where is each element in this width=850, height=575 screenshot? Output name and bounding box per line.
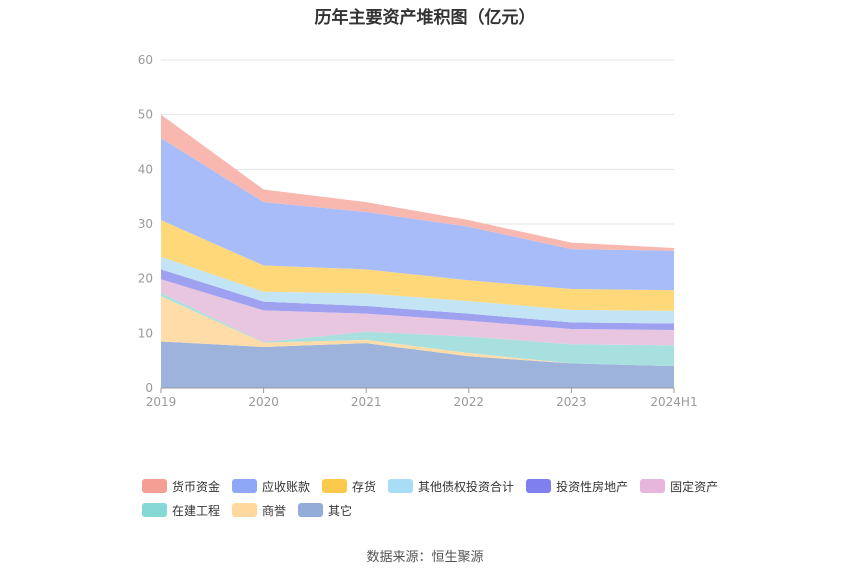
- x-tick-label: 2021: [351, 395, 382, 409]
- area-series-其它: [161, 341, 674, 388]
- y-tick-label: 20: [138, 272, 153, 286]
- legend-item[interactable]: 在建工程: [142, 502, 220, 519]
- legend-item[interactable]: 其它: [298, 502, 352, 519]
- area-series-存货: [161, 220, 674, 311]
- legend-label: 其他债权投资合计: [418, 479, 515, 494]
- chart-title: 历年主要资产堆积图（亿元）: [314, 8, 536, 28]
- legend-swatch: [298, 503, 324, 517]
- legend-item[interactable]: 存货: [322, 478, 376, 495]
- area-series-固定资产: [161, 279, 674, 346]
- legend-label: 商誉: [262, 503, 287, 518]
- y-tick-label: 40: [138, 162, 153, 176]
- legend-swatch: [232, 503, 258, 517]
- y-tick-label: 60: [138, 53, 153, 67]
- area-layer: [161, 114, 674, 388]
- x-tick-label: 2024H1: [650, 395, 697, 409]
- x-tick-label: 2023: [556, 395, 587, 409]
- x-tick-label: 2020: [248, 395, 279, 409]
- area-series-其他债权投资合计: [161, 256, 674, 324]
- y-tick-label: 50: [138, 108, 153, 122]
- legend-swatch: [388, 479, 414, 493]
- legend-row: 货币资金 应收账款 存货 其他债权投资合计 投资性房地产 固定资产: [142, 474, 742, 498]
- legend-label: 在建工程: [172, 503, 221, 518]
- legend-label: 投资性房地产: [556, 479, 629, 494]
- legend-item[interactable]: 固定资产: [640, 478, 718, 495]
- legend-swatch: [142, 503, 167, 517]
- legend-row: 在建工程 商誉 其它: [142, 498, 742, 522]
- legend-item[interactable]: 商誉: [232, 502, 286, 519]
- y-tick-label: 0: [145, 381, 153, 395]
- legend-swatch: [526, 479, 552, 493]
- area-series-投资性房地产: [161, 269, 674, 331]
- area-series-应收账款: [161, 138, 674, 291]
- x-tick-label: 2022: [454, 395, 485, 409]
- chart-legend: 货币资金 应收账款 存货 其他债权投资合计 投资性房地产 固定资产在建工程 商誉 其它: [142, 474, 742, 522]
- legend-item[interactable]: 应收账款: [232, 478, 310, 495]
- legend-label: 存货: [352, 479, 377, 494]
- data-source: 数据来源：恒生聚源: [366, 550, 484, 565]
- legend-swatch: [640, 479, 666, 493]
- legend-label: 应收账款: [262, 479, 311, 494]
- legend-label: 货币资金: [172, 479, 221, 494]
- y-tick-label: 30: [138, 217, 153, 231]
- y-tick-label: 10: [138, 326, 153, 340]
- legend-label: 固定资产: [670, 479, 719, 494]
- x-tick-label: 2019: [146, 395, 177, 409]
- axis-layer: 0 10 20 30 40 50 60 2019 2020 2021 2022 2023 2024H1: [138, 53, 698, 409]
- legend-swatch: [142, 479, 167, 493]
- legend-label: 其它: [328, 503, 353, 518]
- legend-item[interactable]: 投资性房地产: [526, 478, 628, 495]
- legend-swatch: [322, 479, 348, 493]
- legend-item[interactable]: 货币资金: [142, 478, 220, 495]
- area-series-在建工程: [161, 292, 674, 367]
- legend-swatch: [232, 479, 258, 493]
- legend-item[interactable]: 其他债权投资合计: [388, 478, 514, 495]
